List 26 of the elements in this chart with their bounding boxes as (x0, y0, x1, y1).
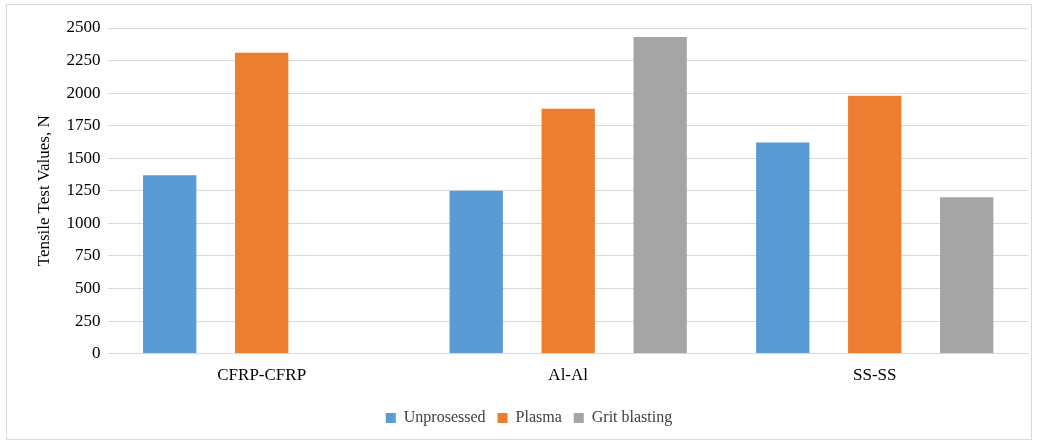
y-tick-label: 2250 (66, 50, 101, 70)
bar (235, 52, 289, 354)
bar (848, 95, 902, 354)
y-tick-label: 1250 (66, 180, 101, 200)
y-axis-title: Tensile Test Values, N (33, 115, 53, 267)
y-tick-label: 1750 (66, 115, 101, 135)
y-tick-label: 2000 (66, 82, 101, 102)
x-tick-label: Al-Al (548, 365, 589, 385)
x-tick-label: CFRP-CFRP (217, 365, 307, 385)
y-tick-label: 750 (74, 245, 101, 265)
bar (143, 175, 197, 354)
bar (541, 108, 595, 354)
y-tick-label: 1000 (66, 212, 101, 232)
y-tick-label: 0 (91, 343, 101, 363)
bar (756, 142, 810, 354)
legend-label: Plasma (515, 408, 562, 426)
legend-label: Unprosessed (403, 408, 486, 427)
x-tick-label: SS-SS (852, 365, 897, 385)
bar (449, 190, 503, 354)
y-tick-label: 250 (74, 310, 101, 330)
y-tick-label: 500 (74, 277, 101, 297)
legend-label: Grit blasting (591, 408, 673, 427)
bar (633, 37, 687, 354)
bar (940, 197, 994, 354)
y-tick-label: 2500 (66, 17, 101, 37)
y-tick-label: 1500 (66, 147, 101, 167)
